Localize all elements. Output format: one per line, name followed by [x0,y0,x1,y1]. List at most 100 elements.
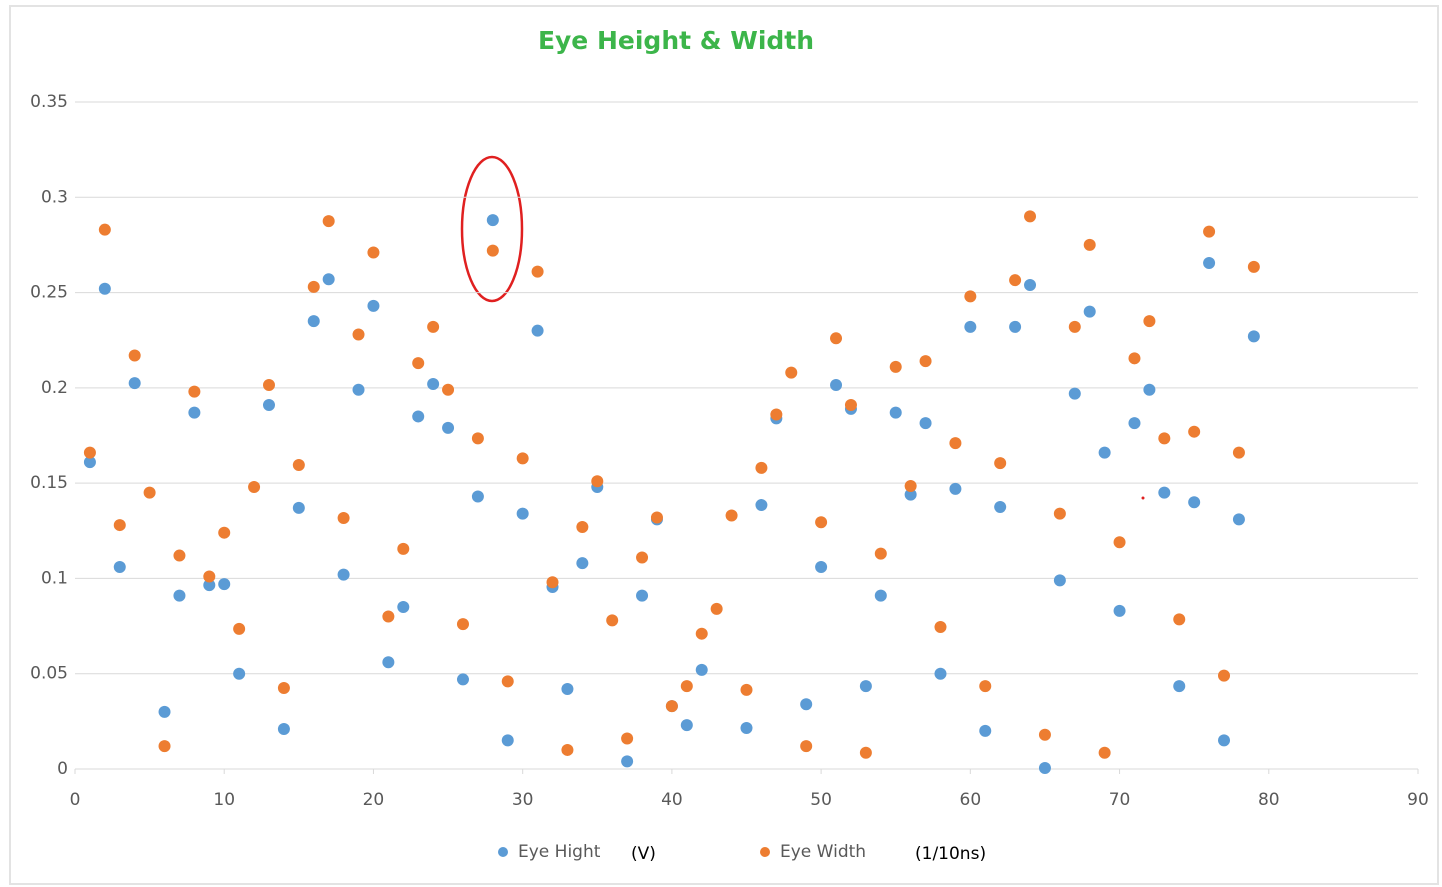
point [382,656,395,669]
y-tick-label: 0.25 [30,283,68,303]
point [98,223,111,236]
point [307,315,320,328]
legend-label: Eye Hight [518,842,601,862]
point [964,290,977,303]
point [904,480,917,493]
chart-title: Eye Height & Width [538,26,814,55]
point [576,557,589,570]
y-tick-label: 0.3 [41,187,68,207]
point [844,399,857,412]
x-tick-label: 20 [363,790,385,810]
point [650,511,663,524]
chart-frame [9,5,1439,885]
point [307,280,320,293]
point [1083,305,1096,318]
point [695,627,708,640]
point [1173,613,1186,626]
point [367,299,380,312]
point [412,357,425,370]
point [531,265,544,278]
point [1113,536,1126,549]
point [1098,746,1111,759]
point [427,320,440,333]
point [456,618,469,631]
point [740,683,753,696]
point [1143,315,1156,328]
point [680,719,693,732]
point [471,490,484,503]
point [262,378,275,391]
point [561,743,574,756]
point [83,446,96,459]
point [621,755,634,768]
point [98,282,111,295]
point [606,614,619,627]
point [1203,225,1216,238]
point [1068,320,1081,333]
point [561,682,574,695]
point [1024,210,1037,223]
point [665,700,678,713]
point [1203,257,1216,270]
point [710,602,723,615]
point [904,488,917,501]
point [188,406,201,419]
point [949,437,962,450]
point [800,698,813,711]
y-tick-label: 0.15 [30,473,68,493]
point [815,560,828,573]
point [874,547,887,560]
point [1232,446,1245,459]
legend-unit: (1/10ns) [915,844,986,864]
point [874,589,887,602]
x-tick-label: 70 [1109,790,1131,810]
legend-marker [498,847,508,857]
point [367,246,380,259]
stray-dot [1141,496,1145,500]
point [128,377,141,390]
point [277,722,290,735]
point [770,408,783,421]
point [397,542,410,555]
point [621,732,634,745]
point [1053,574,1066,587]
point [1158,432,1171,445]
point [233,622,246,635]
point [516,507,529,520]
point [382,610,395,623]
point [486,214,499,227]
point [442,421,455,434]
point [964,320,977,333]
point [1158,486,1171,499]
point [830,378,843,391]
point [531,324,544,337]
point [636,551,649,564]
point [979,724,992,737]
point [442,383,455,396]
point [889,406,902,419]
point [173,549,186,562]
point [1098,446,1111,459]
point [1232,513,1245,526]
point [1188,425,1201,438]
point [218,526,231,539]
point [188,385,201,398]
point [994,457,1007,470]
point [591,475,604,488]
point [83,456,96,469]
x-tick-label: 0 [70,790,81,810]
x-tick-label: 50 [810,790,832,810]
point [113,560,126,573]
point [1143,383,1156,396]
point [949,482,962,495]
point [546,576,559,589]
point [352,383,365,396]
point [218,578,231,591]
point [322,273,335,286]
legend-unit: (V) [631,844,656,864]
point [128,349,141,362]
point [1053,507,1066,520]
point [292,459,305,472]
point [1024,278,1037,291]
